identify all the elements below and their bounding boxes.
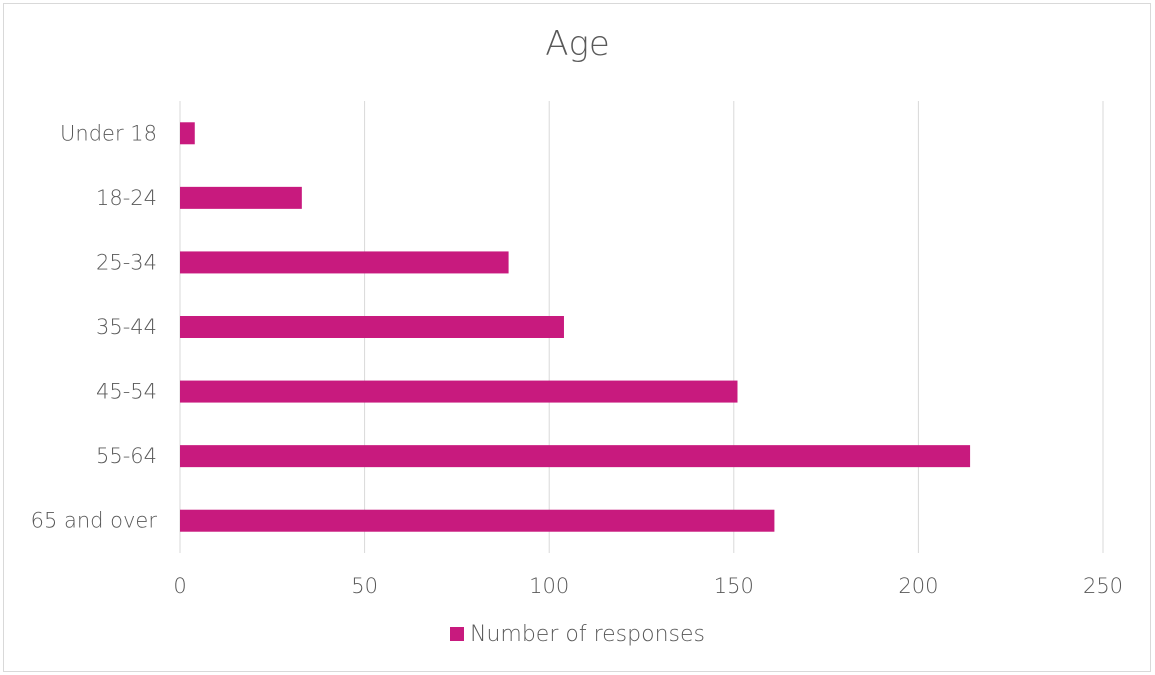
y-category-label: 65 and over: [31, 509, 158, 533]
x-tick-label: 250: [1083, 574, 1123, 598]
bar-65-and-over: [180, 509, 775, 532]
chart-title: Age: [545, 24, 610, 64]
bar-under-18: [180, 122, 195, 145]
legend-label: Number of responses: [470, 622, 705, 647]
y-category-label: 35-44: [96, 315, 157, 339]
bar-35-44: [180, 316, 564, 338]
legend: Number of responses: [0, 622, 1155, 647]
y-category-label: 45-54: [96, 380, 157, 404]
y-category-label: 18-24: [96, 186, 157, 210]
x-tick-label: 50: [351, 574, 378, 598]
x-tick-label: 200: [898, 574, 938, 598]
bar-45-54: [180, 380, 738, 403]
bar-25-34: [180, 251, 509, 274]
y-category-label: 55-64: [96, 444, 157, 468]
bar-55-64: [180, 445, 971, 468]
y-category-label: 25-34: [96, 250, 157, 274]
x-tick-label: 150: [714, 574, 754, 598]
x-tick-label: 0: [173, 574, 186, 598]
x-tick-label: 100: [529, 574, 569, 598]
bar-18-24: [180, 186, 302, 209]
legend-swatch: [450, 627, 465, 641]
y-category-label: Under 18: [60, 121, 157, 145]
